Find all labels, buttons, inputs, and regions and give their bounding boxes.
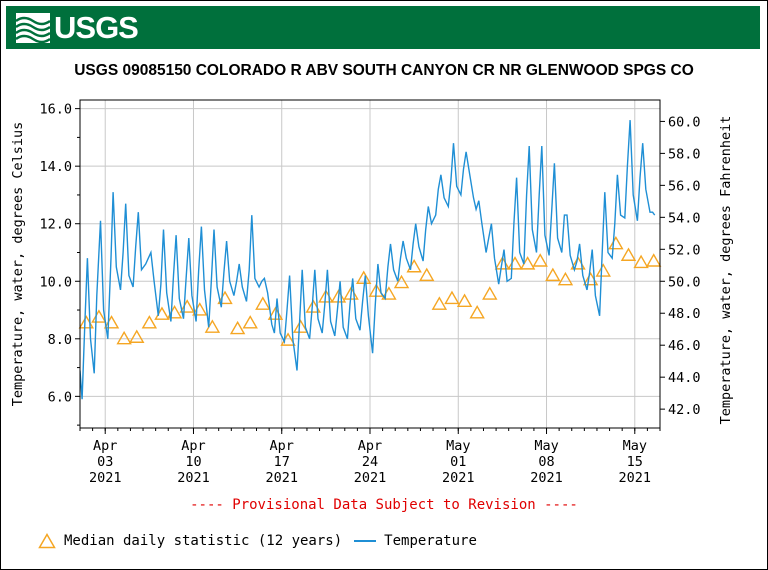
- median-marker: [620, 247, 637, 261]
- median-marker: [557, 271, 574, 286]
- x-tick-label: 2021: [177, 470, 210, 486]
- median-marker: [393, 274, 410, 289]
- x-tick-label: Apr: [270, 438, 294, 454]
- median-marker: [456, 293, 473, 307]
- line-swatch-icon: [354, 540, 377, 542]
- median-marker: [431, 296, 448, 310]
- median-marker: [242, 315, 258, 329]
- x-tick-label: Apr: [93, 438, 117, 454]
- median-marker: [469, 305, 485, 319]
- x-tick-label: Apr: [358, 438, 382, 454]
- y2-tick-label: 58.0: [668, 146, 701, 162]
- x-tick-label: 2021: [442, 470, 475, 486]
- x-tick-label: 10: [185, 454, 201, 470]
- provisional-note: ---- Provisional Data Subject to Revisio…: [190, 497, 578, 513]
- y2-tick-label: 42.0: [668, 402, 701, 418]
- y2-tick-label: 56.0: [668, 178, 701, 194]
- usgs-logo[interactable]: USGS: [16, 10, 139, 45]
- legend: Median daily statistic (12 years) Temper…: [38, 531, 489, 551]
- legend-label-temperature: Temperature: [384, 533, 477, 549]
- median-marker: [78, 315, 95, 329]
- x-tick-label: May: [534, 438, 558, 454]
- y2-axis-label: Temperature, water, degrees Fahrenheit: [718, 116, 734, 425]
- median-marker: [482, 286, 498, 300]
- median-marker: [292, 319, 309, 333]
- median-marker: [507, 256, 523, 270]
- x-tick-label: May: [446, 438, 470, 454]
- y-tick-label: 16.0: [39, 102, 72, 118]
- x-tick-label: Apr: [181, 438, 205, 454]
- chart-title: USGS 09085150 COLORADO R ABV SOUTH CANYO…: [74, 62, 694, 79]
- median-marker: [645, 253, 662, 267]
- median-marker: [419, 267, 435, 282]
- y2-tick-label: 44.0: [668, 370, 701, 386]
- x-tick-label: 01: [450, 454, 466, 470]
- y2-tick-label: 46.0: [668, 338, 701, 354]
- y2-tick-label: 60.0: [668, 114, 701, 130]
- x-tick-label: 03: [97, 454, 113, 470]
- median-marker: [444, 290, 460, 305]
- median-marker: [103, 315, 120, 329]
- usgs-banner: USGS: [6, 6, 760, 49]
- x-tick-label: 24: [362, 454, 378, 470]
- median-marker: [608, 235, 624, 250]
- y-axis-label: Temperature, water, degrees Celsius: [10, 122, 26, 406]
- y-tick-label: 12.0: [39, 217, 72, 233]
- x-tick-label: 2021: [354, 470, 387, 486]
- x-tick-label: 2021: [89, 470, 122, 486]
- legend-item-median: Median daily statistic (12 years): [38, 533, 342, 549]
- x-tick-label: 17: [274, 454, 290, 470]
- y-tick-label: 14.0: [39, 159, 72, 175]
- median-marker: [633, 254, 649, 269]
- median-marker: [229, 320, 246, 335]
- median-marker: [255, 296, 271, 310]
- x-tick-label: 2021: [530, 470, 563, 486]
- y-tick-label: 6.0: [48, 389, 72, 405]
- x-tick-label: May: [623, 438, 647, 454]
- median-marker: [532, 253, 548, 267]
- median-marker: [545, 267, 561, 282]
- y2-tick-label: 48.0: [668, 306, 701, 322]
- x-tick-label: 2021: [619, 470, 652, 486]
- y2-tick-label: 54.0: [668, 210, 701, 226]
- x-tick-label: 08: [538, 454, 554, 470]
- median-marker: [116, 330, 132, 345]
- x-tick-label: 15: [627, 454, 643, 470]
- median-marker: [595, 263, 611, 277]
- x-tick-label: 2021: [265, 470, 298, 486]
- legend-label-median: Median daily statistic (12 years): [64, 533, 343, 549]
- triangle-marker-icon: [38, 533, 56, 549]
- y-tick-label: 8.0: [48, 332, 72, 348]
- legend-item-temperature: Temperature: [354, 533, 477, 549]
- y2-tick-label: 52.0: [668, 242, 701, 258]
- median-marker: [129, 329, 145, 343]
- median-marker: [179, 299, 195, 313]
- usgs-logo-text: USGS: [54, 10, 139, 45]
- y-tick-label: 10.0: [39, 274, 72, 290]
- usgs-wave-icon: [16, 13, 50, 43]
- y2-tick-label: 50.0: [668, 274, 701, 290]
- temperature-line: [80, 120, 656, 400]
- median-marker: [141, 315, 158, 329]
- median-marker: [355, 270, 372, 284]
